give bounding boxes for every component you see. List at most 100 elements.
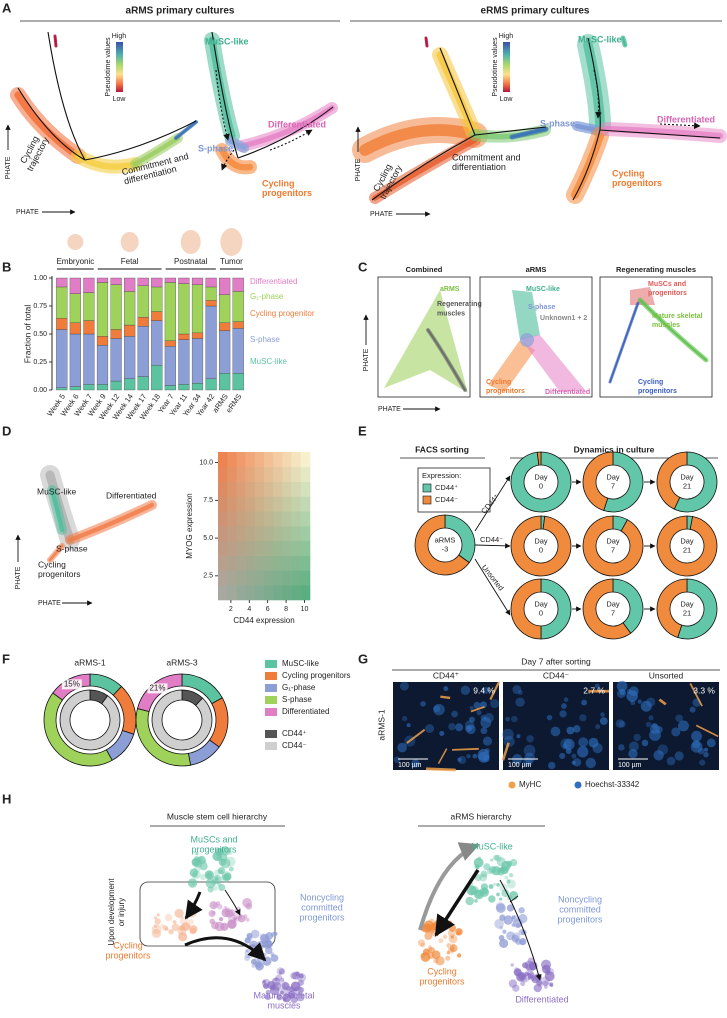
cell-cloud bbox=[638, 298, 708, 362]
heatmap-cell bbox=[254, 511, 265, 527]
y-tick-label: 2.5 bbox=[203, 573, 213, 580]
heatmap-cell bbox=[254, 481, 265, 497]
cell bbox=[506, 931, 515, 941]
fiber bbox=[489, 681, 501, 701]
nucleus bbox=[448, 723, 456, 731]
label: Differentiated bbox=[106, 490, 157, 500]
cell bbox=[214, 876, 219, 881]
fiber bbox=[406, 728, 426, 744]
cell bbox=[298, 973, 304, 979]
cell bbox=[172, 920, 177, 925]
nucleus bbox=[490, 699, 500, 709]
nucleus bbox=[476, 709, 482, 716]
legend-label: S-phase bbox=[282, 695, 312, 704]
nucleus bbox=[706, 738, 716, 748]
cell-cloud bbox=[372, 137, 478, 201]
y-tick-label: 0.75 bbox=[33, 303, 47, 310]
bar-segment bbox=[232, 373, 244, 391]
pie-slice bbox=[656, 515, 718, 577]
pie-label: Day bbox=[606, 599, 620, 608]
nucleus bbox=[480, 714, 487, 721]
nucleus bbox=[439, 730, 445, 736]
label: Upon development bbox=[107, 878, 116, 946]
cell bbox=[456, 932, 460, 936]
cell bbox=[206, 873, 210, 877]
heatmap-cell bbox=[227, 481, 237, 497]
nucleus bbox=[651, 722, 658, 729]
bar-segment bbox=[164, 340, 176, 347]
group-label: Embryonic bbox=[56, 257, 94, 266]
label: progenitors bbox=[419, 976, 465, 986]
pie-slice bbox=[151, 689, 213, 751]
bar-segment bbox=[164, 346, 176, 386]
trajectory bbox=[84, 120, 197, 161]
heatmap-cell bbox=[282, 585, 292, 601]
nucleus bbox=[399, 681, 409, 691]
cell bbox=[448, 924, 457, 932]
cell-cloud bbox=[574, 123, 599, 133]
cell bbox=[549, 982, 554, 987]
stage-icon bbox=[67, 234, 84, 250]
cell bbox=[420, 942, 426, 948]
heatmap-cell bbox=[254, 452, 265, 468]
bar-segment bbox=[232, 291, 244, 322]
nucleus bbox=[653, 750, 664, 761]
cell bbox=[171, 923, 180, 932]
color-scale bbox=[503, 42, 510, 92]
heatmap-cell bbox=[264, 555, 274, 571]
cell bbox=[192, 870, 201, 879]
nucleus bbox=[472, 753, 478, 759]
bar-segment bbox=[137, 317, 149, 327]
label: aRMS bbox=[526, 265, 547, 274]
heatmap-cell bbox=[254, 496, 265, 512]
nucleus bbox=[640, 700, 652, 712]
bar-segment bbox=[83, 384, 95, 391]
legend-label: Hoechst-33342 bbox=[585, 780, 640, 789]
heatmap-cell bbox=[227, 540, 237, 556]
label: Commitment and bbox=[452, 152, 521, 162]
nucleus bbox=[393, 756, 401, 763]
x-tick-label: 4 bbox=[247, 606, 251, 613]
nucleus bbox=[473, 701, 481, 709]
label: progenitors bbox=[638, 388, 677, 395]
bar-segment bbox=[151, 320, 163, 366]
cell bbox=[513, 967, 519, 973]
heatmap-cell bbox=[273, 452, 283, 468]
cell bbox=[499, 897, 503, 901]
cell bbox=[273, 931, 278, 936]
fiber bbox=[437, 748, 448, 765]
cell bbox=[264, 994, 271, 1001]
nucleus bbox=[402, 715, 408, 722]
nucleus bbox=[482, 686, 490, 694]
heatmap-cell bbox=[218, 481, 228, 497]
nucleus bbox=[618, 744, 625, 751]
cell bbox=[519, 974, 528, 982]
bar-segment bbox=[164, 277, 176, 283]
heatmap-cell bbox=[236, 496, 246, 512]
legend-label: Differentiated bbox=[282, 707, 329, 716]
nucleus bbox=[457, 757, 462, 762]
label: Noncycling bbox=[558, 894, 602, 904]
cell bbox=[187, 878, 198, 888]
heatmap-cell bbox=[273, 585, 283, 601]
cell bbox=[501, 860, 511, 871]
legend-label: CD44⁻ bbox=[435, 495, 458, 504]
bar-segment bbox=[164, 282, 176, 341]
cell bbox=[199, 873, 207, 881]
pie-label: 7 bbox=[611, 545, 615, 554]
heatmap-cell bbox=[264, 496, 274, 512]
cell bbox=[154, 924, 158, 929]
fiber bbox=[425, 767, 456, 772]
panel-label: A bbox=[2, 0, 12, 15]
cell bbox=[245, 903, 253, 910]
nucleus bbox=[628, 741, 639, 752]
bar-segment bbox=[96, 384, 109, 391]
cell bbox=[427, 952, 435, 960]
panel-label: C bbox=[358, 259, 368, 274]
trajectory bbox=[659, 122, 701, 129]
label: MuSCs and bbox=[190, 834, 237, 844]
cell bbox=[496, 867, 505, 876]
legend-swatch bbox=[422, 495, 432, 505]
cell-cloud bbox=[384, 290, 468, 393]
